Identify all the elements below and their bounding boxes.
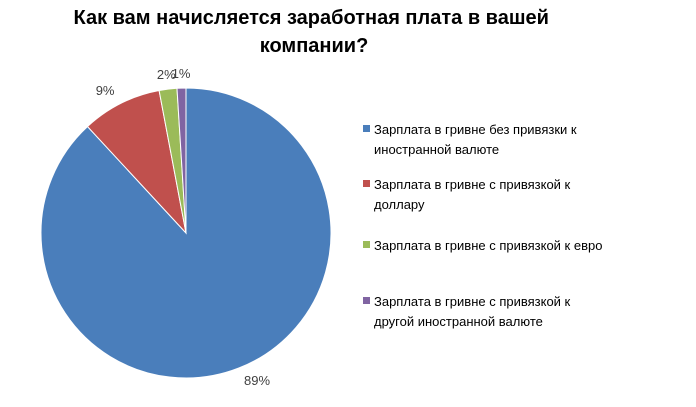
chart-title: Как вам начисляется заработная плата в в…: [74, 7, 555, 57]
legend-label-2-line-1: Зарплата в гривне с привязкой к: [374, 177, 571, 192]
pie-value-label-1: 89%: [244, 373, 270, 388]
pie-value-label-3: 2%: [157, 67, 176, 82]
legend-item-4: Зарплата в гривне с привязкой к другой ин…: [363, 294, 571, 329]
pie-value-label-2: 9%: [96, 83, 115, 98]
pie-slice-2: [86, 89, 187, 235]
legend-label-4-line-1: Зарплата в гривне с привязкой к: [374, 294, 571, 309]
legend-label-2-line-2: доллару: [374, 197, 425, 212]
legend-label-1-line-1: Зарплата в гривне без привязки к: [374, 122, 577, 137]
pie-slices: [40, 87, 332, 379]
chart-title-line-2: компании?: [260, 35, 369, 57]
legend-item-1: Зарплата в гривне без привязки к иностран…: [363, 122, 577, 157]
pie-value-labels: 89% 9% 2%1%: [96, 66, 271, 388]
legend: Зарплата в гривне без привязки к иностран…: [363, 122, 602, 329]
legend-swatch-1: [363, 125, 370, 132]
legend-label-3-line-1: Зарплата в гривне с привязкой к евро: [374, 238, 602, 253]
chart-title-line-1: Как вам начисляется заработная плата в в…: [74, 7, 549, 29]
legend-label-4-line-2: другой иностранной валюте: [374, 314, 543, 329]
legend-swatch-2: [363, 180, 370, 187]
legend-swatch-4: [363, 297, 370, 304]
legend-item-2: Зарплата в гривне с привязкой к доллару: [363, 177, 571, 212]
legend-swatch-3: [363, 241, 370, 248]
pie-slice-4: [176, 87, 187, 234]
legend-item-3: Зарплата в гривне с привязкой к евро: [363, 238, 602, 253]
pie-value-label-4: 1%: [172, 66, 191, 81]
legend-label-1-line-2: иностранной валюте: [374, 142, 499, 157]
